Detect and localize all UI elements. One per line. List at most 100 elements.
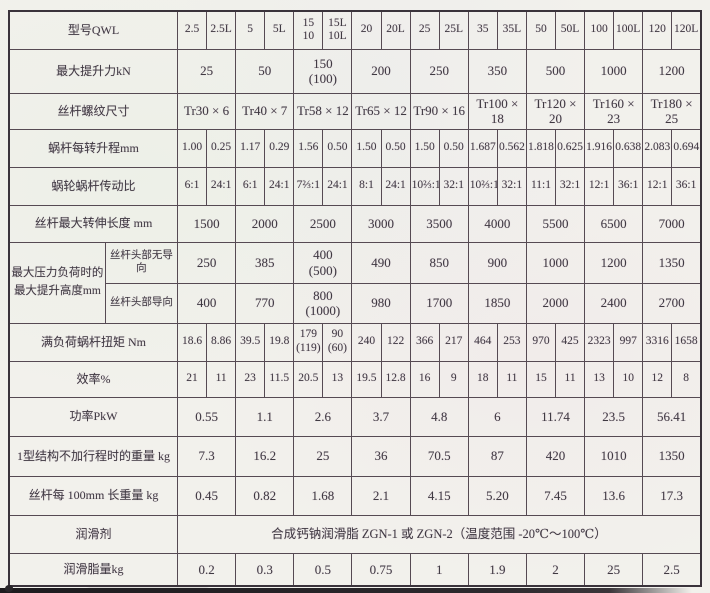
table-cell-screw_weight_per_100mm_kg-8: 17.3 [642,475,702,516]
table-cell-full_load_worm_torque_Nm-14: 2323 [584,322,615,362]
table-cell-model-14: 100 [584,10,615,50]
table-cell-model-13: 50L [554,10,586,50]
table-cell-worm_gear_ratio-10: 10⅔:1 [467,166,498,206]
table-row-worm_gear_ratio: 蜗轮蜗杆传动比 6:1 24:1 6:1 24:1 7⅔:1 24:1 8:1 24:1 10⅔:… [8,166,702,206]
row-label-max_screw_extension_mm: 丝杆最大转伸长度 mm [8,204,178,243]
table-cell-weight_type1_no_stroke_kg-3: 36 [351,435,411,477]
table-cell-power_PkW-5: 6 [467,396,527,437]
table-cell-grease_amount_kg-8: 2.5 [642,552,702,587]
table-cell-full_load_worm_torque_Nm-9: 217 [438,322,469,362]
table-row-efficiency_pct: 效率% 21 11 23 11.5 20.5 13 19.5 12.8 16 9 18 11 15 11 13… [8,360,702,398]
table-cell-weight_type1_no_stroke_kg-2: 25 [293,435,353,477]
table-cell-screw_thread_size-2: Tr58 × 12 [293,92,353,130]
table-cell-max_screw_extension_mm-7: 6500 [584,204,644,243]
table-cell-worm_gear_ratio-17: 36:1 [671,166,702,206]
table-cell-max_lift_height_guided-0: 400 [176,282,237,324]
table-cell-grease_amount_kg-7: 25 [584,552,644,587]
table-cell-grease_amount_kg-0: 0.2 [176,552,237,587]
table-cell-worm_gear_ratio-12: 11:1 [525,166,557,206]
table-cell-efficiency_pct-7: 12.8 [380,360,411,398]
table-cell-max_lift_height_unguided-1: 385 [235,241,295,284]
table-row-grease_amount_kg: 润滑脂量kg 0.2 0.3 0.5 0.75 1 1.9 2 25 2.5 [8,552,702,587]
table-cell-model-4: 15 10 [293,10,324,50]
table-cell-max_lift_height_guided-4: 1700 [409,282,469,324]
table-cell-worm_gear_ratio-7: 24:1 [380,166,411,206]
table-cell-max_lift_height_unguided-0: 250 [176,241,237,284]
row-group-label-max_lift_height_unguided: 最大压力负荷时的 最大提升高度mm [8,241,106,324]
table-cell-model-8: 25 [409,10,440,50]
table-cell-screw_thread_size-7: Tr160 × 23 [584,92,644,130]
table-cell-worm_gear_ratio-1: 24:1 [206,166,237,206]
table-cell-model-3: 5L [264,10,295,50]
table-cell-worm_gear_ratio-16: 12:1 [642,166,673,206]
table-cell-efficiency_pct-5: 13 [322,360,353,398]
table-cell-worm_gear_ratio-2: 6:1 [235,166,266,206]
table-cell-full_load_worm_torque_Nm-7: 122 [380,322,411,362]
table-cell-max_lift_force_kN-3: 200 [351,48,411,94]
table-cell-max_lift_force_kN-6: 500 [525,48,586,94]
table-cell-full_load_worm_torque_Nm-1: 8.86 [206,322,237,362]
table-cell-lift_per_rev_mm-9: 0.50 [438,128,469,168]
table-cell-max_lift_height_unguided-6: 1000 [525,241,586,284]
table-cell-efficiency_pct-15: 10 [613,360,644,398]
table-cell-max_lift_height_guided-5: 1850 [467,282,527,324]
row-label-weight_type1_no_stroke_kg: 1型结构不加行程时的重量 kg [8,435,178,477]
table-cell-efficiency_pct-4: 20.5 [293,360,324,398]
table-cell-efficiency_pct-8: 16 [409,360,440,398]
table-cell-model-16: 120 [642,10,673,50]
table-cell-screw_thread_size-4: Tr90 × 16 [409,92,469,130]
row-label-lubricant: 润滑剂 [8,514,178,554]
table-cell-screw_weight_per_100mm_kg-7: 13.6 [584,475,644,516]
table-cell-model-15: 100L [613,10,644,50]
table-cell-full_load_worm_torque_Nm-10: 464 [467,322,498,362]
table-cell-efficiency_pct-17: 8 [671,360,702,398]
table-cell-full_load_worm_torque_Nm-3: 19.8 [264,322,295,362]
table-cell-lift_per_rev_mm-15: 0.638 [613,128,644,168]
table-cell-full_load_worm_torque_Nm-4: 179 (119) [293,322,324,362]
table-cell-screw_weight_per_100mm_kg-1: 0.82 [235,475,295,516]
table-cell-weight_type1_no_stroke_kg-8: 1350 [642,435,702,477]
table-cell-efficiency_pct-14: 13 [584,360,615,398]
table-cell-power_PkW-7: 23.5 [584,396,644,437]
table-cell-max_lift_force_kN-1: 50 [235,48,295,94]
table-cell-worm_gear_ratio-4: 7⅔:1 [293,166,324,206]
table-cell-max_lift_force_kN-7: 1000 [584,48,644,94]
row-label-efficiency_pct: 效率% [8,360,178,398]
table-row-max_screw_extension_mm: 丝杆最大转伸长度 mm 1500 2000 2500 3000 3500 4000 5500 6… [8,204,702,243]
table-cell-efficiency_pct-12: 15 [525,360,557,398]
table-cell-power_PkW-4: 4.8 [409,396,469,437]
table-cell-full_load_worm_torque_Nm-6: 240 [351,322,382,362]
table-row-power_PkW: 功率PkW 0.55 1.1 2.6 3.7 4.8 6 11.74 23.5 56.41 [8,396,702,437]
spec-table-body: 型号QWL 2.5 2.5L 5 5L 15 10 15L 10L 20 20L 25 25L 35 3… [8,10,702,587]
table-cell-max_screw_extension_mm-3: 3000 [351,204,411,243]
table-cell-efficiency_pct-16: 12 [642,360,673,398]
table-cell-max_lift_height_unguided-5: 900 [467,241,527,284]
table-cell-lift_per_rev_mm-7: 0.50 [380,128,411,168]
table-cell-max_screw_extension_mm-2: 2500 [293,204,353,243]
table-cell-efficiency_pct-0: 21 [176,360,208,398]
table-cell-max_screw_extension_mm-1: 2000 [235,204,295,243]
table-cell-model-9: 25L [438,10,469,50]
table-cell-full_load_worm_torque_Nm-0: 18.6 [176,322,208,362]
table-cell-worm_gear_ratio-6: 8:1 [351,166,382,206]
table-cell-lift_per_rev_mm-14: 1.916 [584,128,615,168]
table-cell-max_lift_force_kN-2: 150 (100) [293,48,353,94]
table-cell-efficiency_pct-6: 19.5 [351,360,382,398]
table-cell-lift_per_rev_mm-0: 1.00 [176,128,208,168]
table-cell-worm_gear_ratio-13: 32:1 [554,166,586,206]
table-cell-model-2: 5 [235,10,266,50]
table-cell-grease_amount_kg-4: 1 [409,552,469,587]
table-cell-weight_type1_no_stroke_kg-4: 70.5 [409,435,469,477]
row-label-model: 型号QWL [8,10,178,50]
table-cell-model-12: 50 [525,10,557,50]
table-cell-power_PkW-3: 3.7 [351,396,411,437]
table-cell-max_lift_height_unguided-8: 1350 [642,241,702,284]
scanner-edge-bar [0,588,692,593]
table-cell-max_lift_height_guided-7: 2400 [584,282,644,324]
scan-corner-mark [5,585,13,592]
row-label-screw_weight_per_100mm_kg: 丝杆每 100mm 长重量 kg [8,475,178,516]
table-cell-grease_amount_kg-6: 2 [525,552,586,587]
table-cell-screw_thread_size-0: Tr30 × 6 [176,92,237,130]
table-cell-worm_gear_ratio-0: 6:1 [176,166,208,206]
table-cell-model-11: 35L [496,10,527,50]
